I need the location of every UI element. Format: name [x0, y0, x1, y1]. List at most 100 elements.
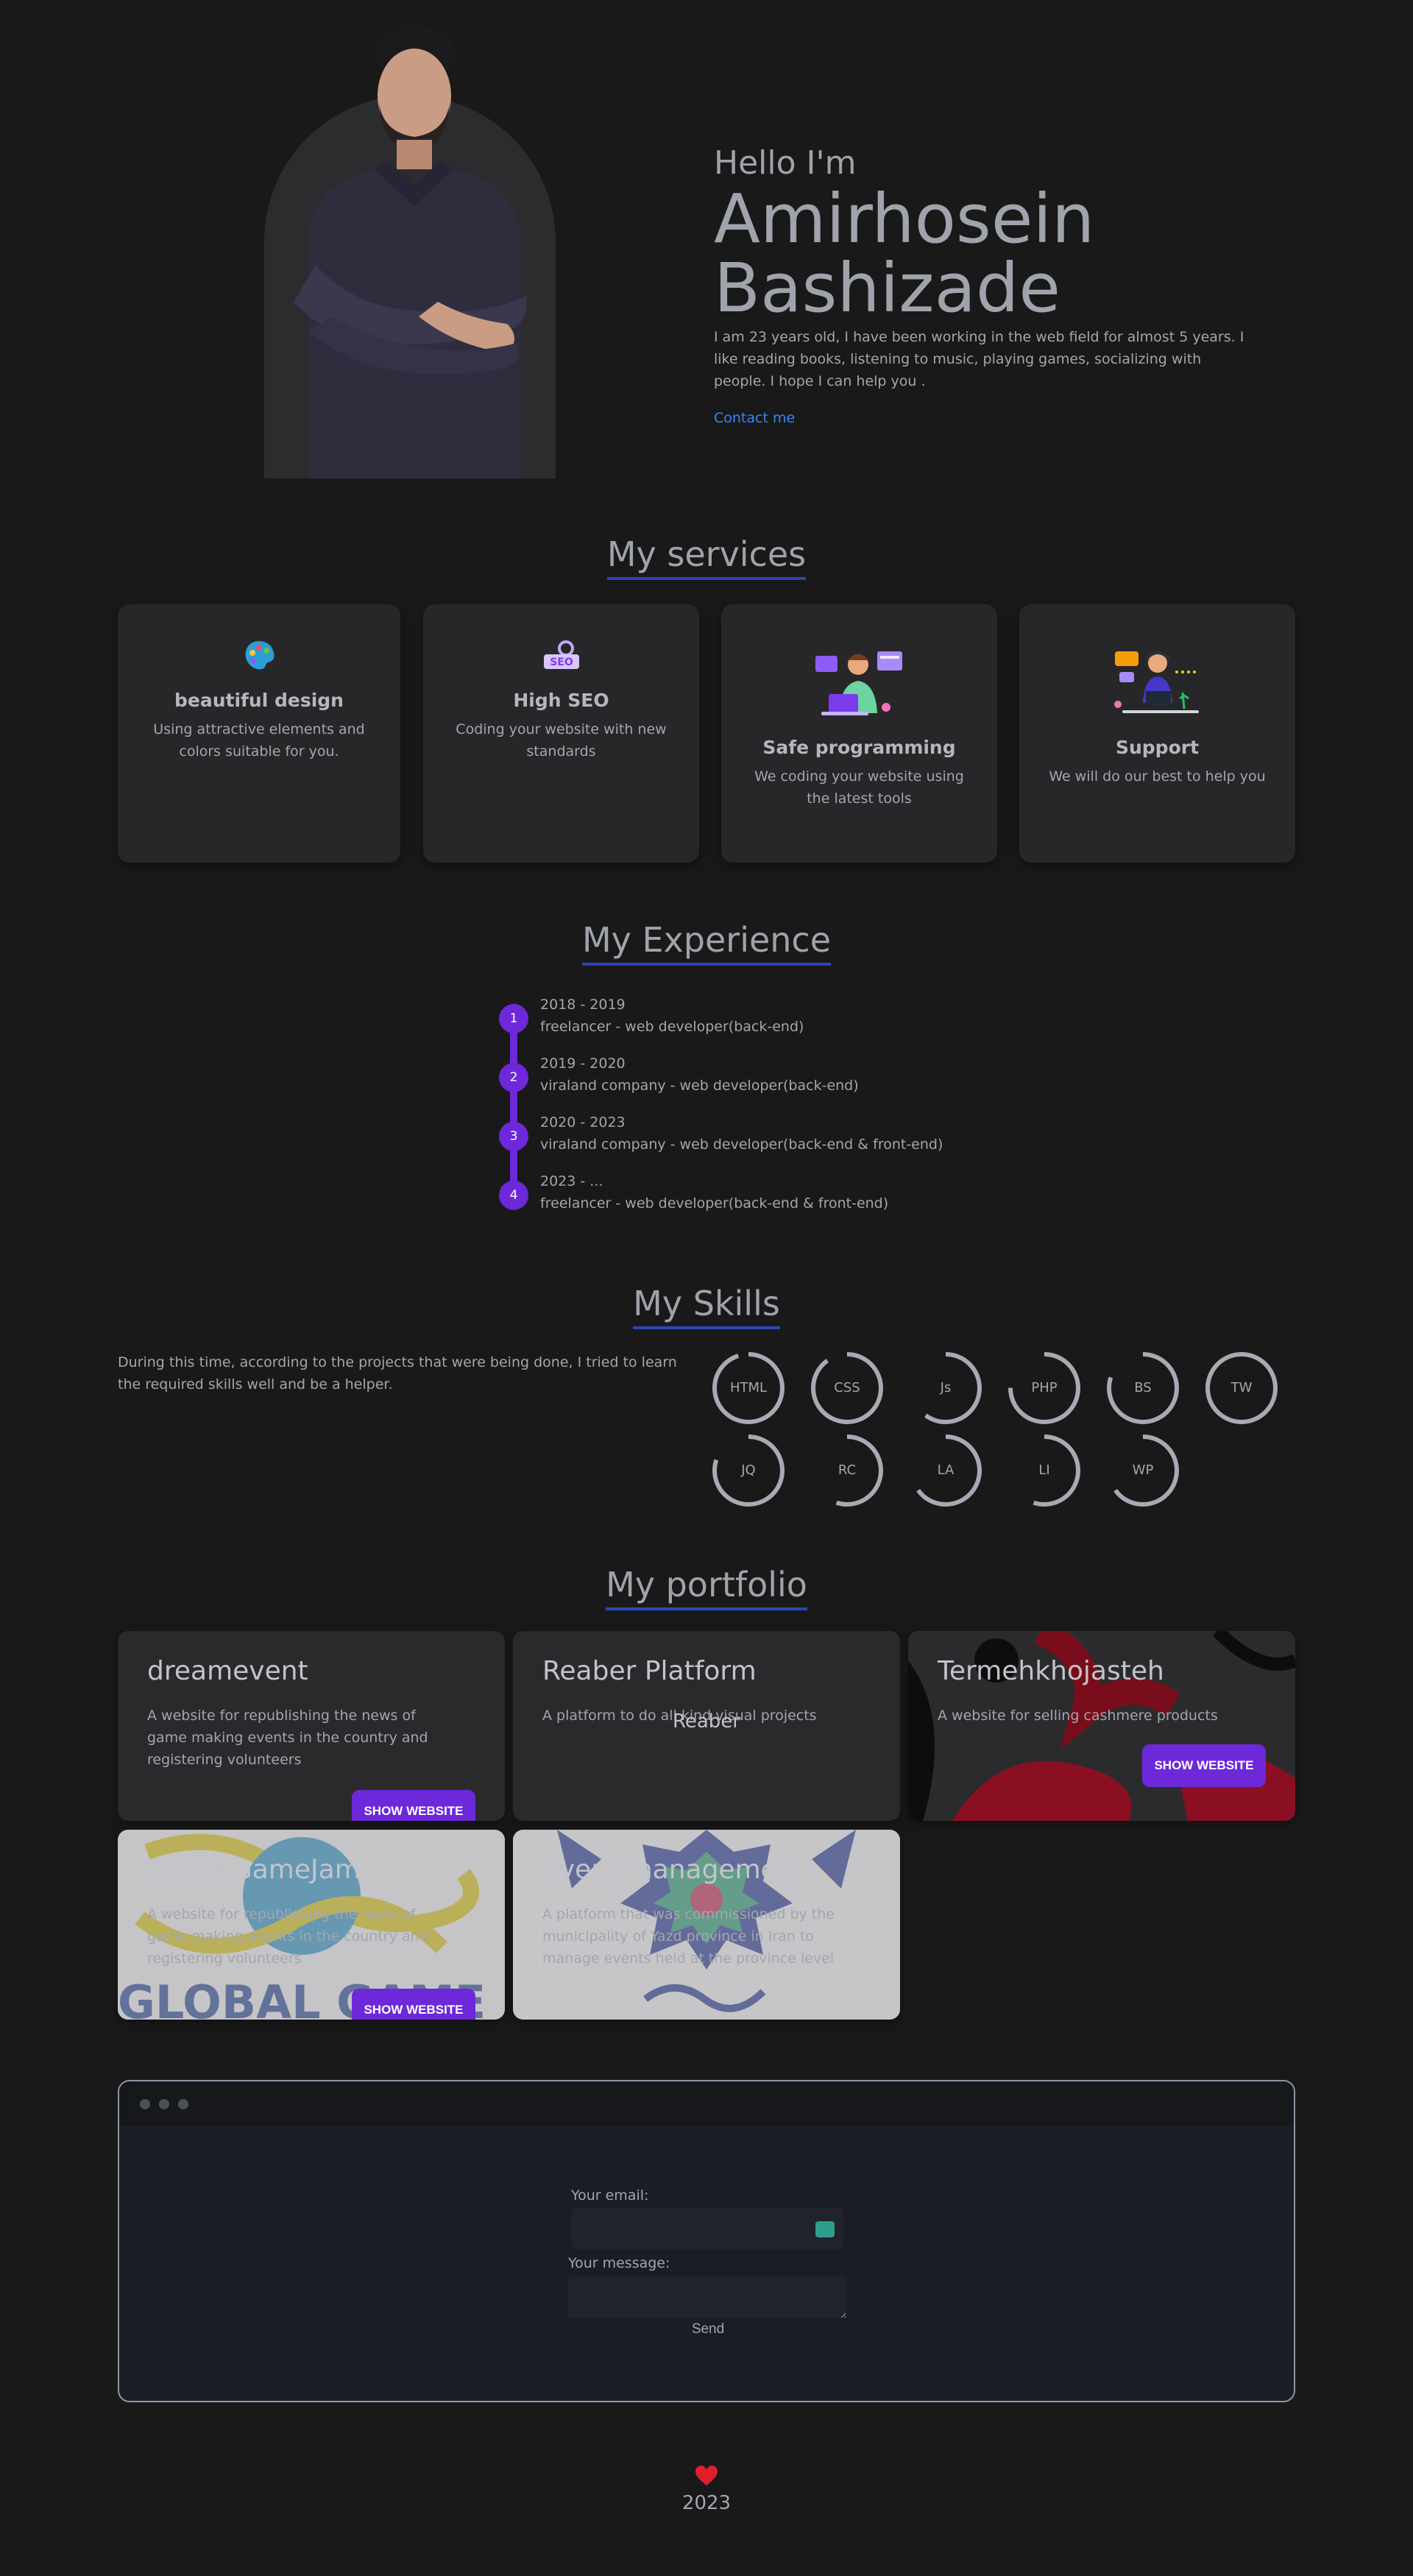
skill-label: RC — [837, 1462, 857, 1478]
portfolio-card-dreamevent: dreamevent A website for republishing th… — [118, 1631, 505, 1821]
skill-progress-arc — [1008, 1352, 1080, 1424]
service-title: Safe programming — [762, 737, 956, 758]
skill-ring: Js — [909, 1351, 982, 1425]
portfolio-card-globalgamejam: GLOBAL GAME JAM GlobalGameJam A website … — [118, 1830, 505, 2020]
timeline-period: 2020 - 2023 — [540, 1114, 626, 1130]
portfolio-description: A website for republishing the news of g… — [147, 1708, 428, 1768]
send-button[interactable]: Send — [679, 2321, 737, 2338]
skill-progress-ring — [712, 1352, 785, 1424]
timeline-role: viraland company - web developer(back-en… — [540, 1078, 859, 1094]
skill-ring: HTML — [712, 1351, 785, 1425]
service-description: Coding your website with new standards — [456, 721, 667, 760]
contact-window: Your email: Your message: Send — [118, 2080, 1295, 2402]
skill-progress-ring — [910, 1352, 982, 1424]
portfolio-title: dreamevent — [147, 1656, 308, 1686]
skill-label: PHP — [1031, 1380, 1058, 1395]
email-autofill-icon[interactable] — [815, 2221, 835, 2237]
portrait-photo — [294, 26, 527, 478]
skill-label: JQ — [741, 1462, 756, 1478]
timeline-role: freelancer - web developer(back-end & fr… — [540, 1195, 889, 1211]
window-dot-icon — [159, 2099, 169, 2109]
skill-progress-ring — [712, 1434, 785, 1507]
skill-label: TW — [1230, 1380, 1253, 1395]
palette-icon — [245, 641, 275, 670]
service-card-seo: SEO High SEO Coding your website with ne… — [423, 604, 699, 863]
timeline-step-badge: 2 — [499, 1063, 528, 1092]
skill-label: LI — [1038, 1462, 1050, 1478]
timeline-step-badge: 1 — [499, 1004, 528, 1033]
timeline-entry: 2019 - 2020 viraland company - web devel… — [540, 1052, 1055, 1097]
skill-label: BS — [1134, 1380, 1152, 1395]
services-section-title: My services — [0, 534, 1413, 580]
portfolio-title: Event management — [542, 1855, 804, 1885]
timeline-step-badge: 4 — [499, 1181, 528, 1210]
show-website-button[interactable]: SHOW WEBSITE — [352, 1790, 475, 1821]
message-label: Your message: — [568, 2255, 670, 2271]
skill-ring: PHP — [1007, 1351, 1081, 1425]
skill-progress-arc — [811, 1434, 883, 1507]
skill-progress-ring — [1205, 1352, 1278, 1424]
skill-progress-ring — [811, 1434, 883, 1507]
timeline-period: 2019 - 2020 — [540, 1055, 626, 1072]
seo-icon: SEO — [543, 640, 579, 669]
skill-progress-arc — [1107, 1352, 1179, 1424]
support-illustration-icon — [1113, 651, 1199, 713]
skill-progress-ring — [1008, 1434, 1080, 1507]
skill-ring: LA — [909, 1434, 982, 1507]
portfolio-title: Termehkhojasteh — [938, 1656, 1164, 1686]
skill-progress-ring — [1107, 1434, 1179, 1507]
skill-progress-arc — [910, 1434, 982, 1507]
skill-ring: BS — [1106, 1351, 1180, 1425]
programmer-illustration-icon — [815, 651, 902, 715]
timeline-period: 2023 - ... — [540, 1173, 603, 1189]
skill-label: LA — [937, 1462, 955, 1478]
portfolio-card-reaber: Reaber Platform A platform to do all kin… — [513, 1631, 900, 1821]
card-overlay — [118, 1830, 505, 2020]
skill-ring: LI — [1007, 1434, 1081, 1507]
hero-photo — [264, 22, 556, 478]
skill-progress-ring — [1008, 1352, 1080, 1424]
contact-me-link[interactable]: Contact me — [714, 410, 796, 426]
email-field[interactable] — [571, 2208, 843, 2249]
portfolio-title: GlobalGameJam — [147, 1855, 361, 1885]
hero-greeting: Hello I'm — [714, 144, 857, 182]
skills-description: During this time, according to the proje… — [118, 1354, 677, 1393]
timeline-entry: 2018 - 2019 freelancer - web developer(b… — [540, 994, 1055, 1038]
service-description: Using attractive elements and colors sui… — [153, 721, 365, 760]
skill-label: Js — [940, 1380, 952, 1395]
footer-year: 2023 — [681, 2492, 732, 2514]
portfolio-description: A platform to do all kind visual project… — [542, 1708, 817, 1724]
skill-progress-arc — [712, 1352, 785, 1424]
show-website-button[interactable]: SHOW WEBSITE — [352, 1989, 475, 2020]
service-card-design: beautiful design Using attractive elemen… — [118, 604, 400, 863]
heart-icon — [695, 2466, 718, 2485]
service-card-programming: Safe programming We coding your website … — [721, 604, 997, 863]
skill-ring: RC — [810, 1434, 884, 1507]
skill-progress-arc — [712, 1434, 785, 1507]
show-website-button[interactable]: SHOW WEBSITE — [1142, 1744, 1266, 1787]
skill-progress-ring — [910, 1434, 982, 1507]
portfolio-description: A website for republishing the news of g… — [147, 1906, 428, 1967]
timeline-period: 2018 - 2019 — [540, 997, 626, 1013]
services-title: My services — [606, 534, 807, 580]
service-title: High SEO — [513, 690, 609, 711]
experience-section-title: My Experience — [0, 920, 1413, 966]
service-description: We coding your website using the latest … — [754, 768, 964, 807]
message-field[interactable] — [568, 2276, 846, 2318]
service-description: We will do our best to help you — [1049, 768, 1266, 785]
service-title: Support — [1115, 737, 1200, 758]
portfolio-description: A website for selling cashmere products — [938, 1708, 1218, 1724]
portfolio-card-termehkhojasteh: Termehkhojasteh A website for selling ca… — [908, 1631, 1295, 1821]
service-title: beautiful design — [174, 690, 344, 711]
timeline-role: freelancer - web developer(back-end) — [540, 1019, 804, 1035]
skill-progress-ring — [811, 1352, 883, 1424]
skill-progress-arc — [910, 1352, 982, 1424]
skill-progress-arc — [1107, 1434, 1179, 1507]
portfolio-card-event-management: Event management A platform that was com… — [513, 1830, 900, 2020]
timeline-entry: 2020 - 2023 viraland company - web devel… — [540, 1111, 1055, 1156]
skill-ring: JQ — [712, 1434, 785, 1507]
skills-title: My Skills — [633, 1284, 780, 1329]
portfolio-title: Reaber Platform — [542, 1656, 757, 1686]
window-dot-icon — [178, 2099, 188, 2109]
email-label: Your email: — [571, 2187, 649, 2204]
